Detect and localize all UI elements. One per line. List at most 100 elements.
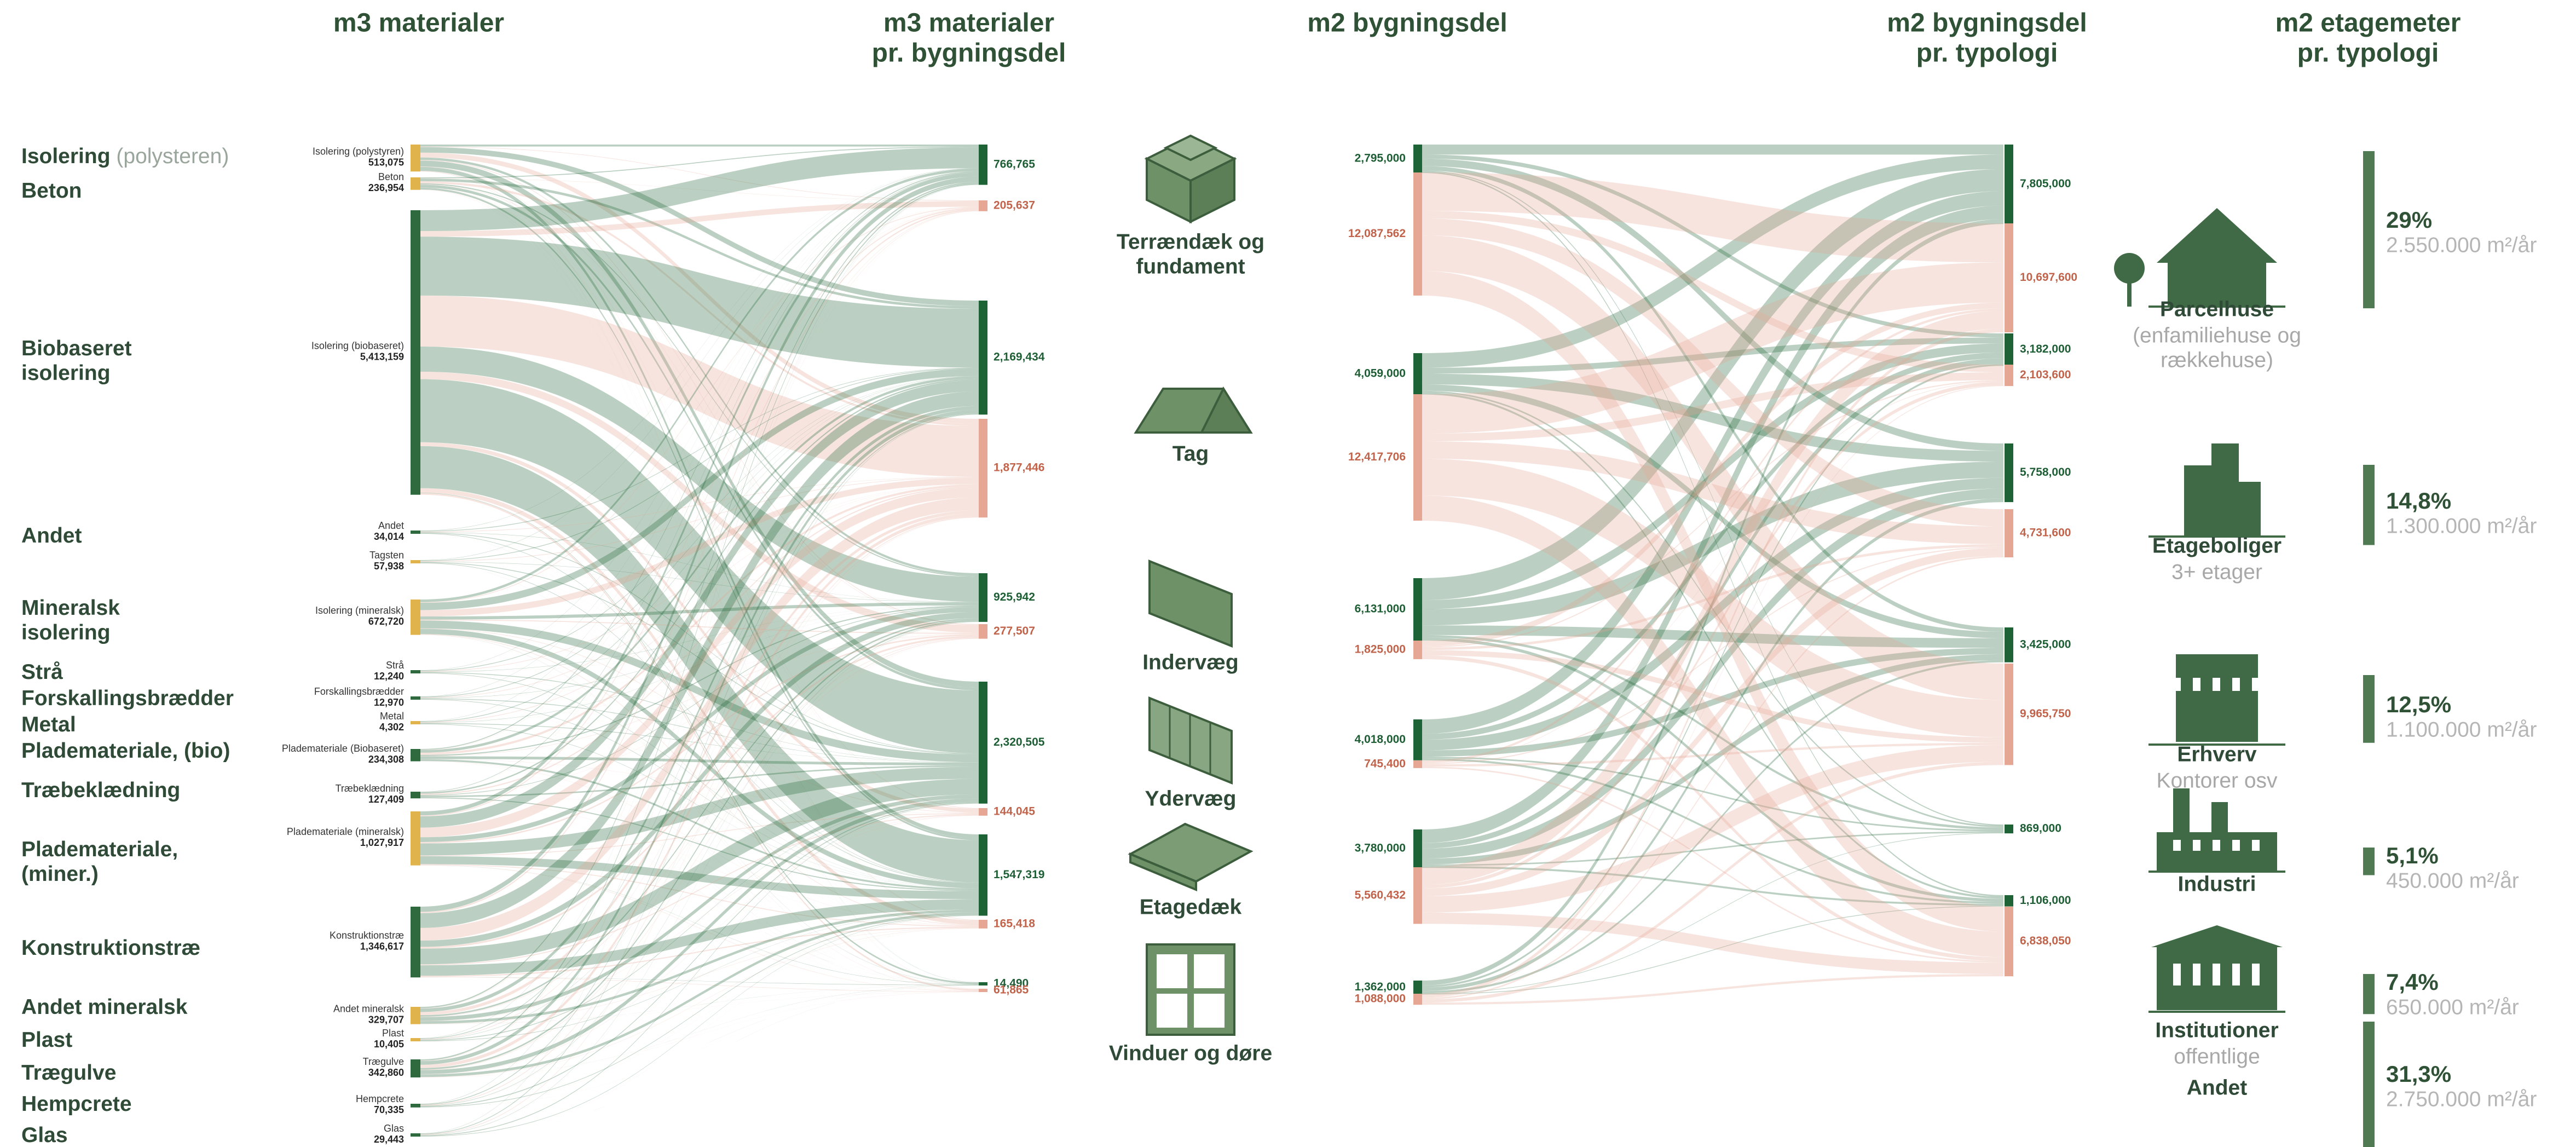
node-value: 6,838,050 bbox=[2020, 935, 2071, 947]
flow bbox=[420, 636, 979, 949]
node-bar bbox=[1413, 578, 1422, 641]
material-value: 34,014 bbox=[374, 531, 404, 542]
flow bbox=[420, 208, 979, 697]
flow bbox=[420, 618, 979, 1017]
typology-name: Industri bbox=[2178, 872, 2256, 896]
material-value: 127,409 bbox=[368, 794, 404, 805]
flow bbox=[420, 977, 979, 992]
flow bbox=[420, 147, 979, 232]
flow bbox=[420, 672, 979, 889]
material-bar bbox=[411, 696, 420, 700]
flow bbox=[420, 620, 979, 1040]
typology-icon bbox=[2173, 964, 2181, 985]
flow bbox=[420, 699, 979, 814]
flow bbox=[420, 629, 979, 889]
column-header: m2 bygningsdel bbox=[1307, 9, 1507, 38]
node-value: 6,131,000 bbox=[1355, 603, 1406, 615]
share-label: 14,8% bbox=[2386, 488, 2451, 514]
flow bbox=[420, 620, 979, 1070]
material-name: Isolering (polystyren) bbox=[313, 146, 404, 157]
flow bbox=[420, 189, 979, 989]
node-bar bbox=[979, 989, 987, 992]
material-value: 10,405 bbox=[374, 1039, 404, 1050]
flow bbox=[420, 759, 979, 814]
node-bar bbox=[979, 982, 987, 985]
flow bbox=[1422, 205, 2003, 843]
material-value: 5,413,159 bbox=[360, 351, 404, 362]
flow bbox=[420, 673, 979, 984]
typology-icon bbox=[2193, 964, 2200, 985]
label-text: Beton bbox=[21, 179, 82, 203]
flow bbox=[420, 798, 979, 1074]
material-group-label: Andet mineralsk bbox=[21, 995, 188, 1019]
typology-icon bbox=[2173, 788, 2190, 835]
building-part-label: fundament bbox=[1136, 255, 1245, 278]
node-bar bbox=[1413, 145, 1422, 173]
material-name: Konstruktionstræ bbox=[330, 930, 404, 941]
flow bbox=[1422, 191, 2003, 734]
flow bbox=[420, 532, 979, 633]
flow bbox=[1422, 912, 2003, 975]
label-text: Isolering bbox=[21, 145, 111, 168]
flow bbox=[420, 672, 979, 763]
flow bbox=[420, 206, 979, 561]
material-name: Tagsten bbox=[369, 550, 404, 561]
flow bbox=[420, 815, 979, 1041]
label-text: Konstruktionstræ bbox=[21, 936, 200, 960]
flow bbox=[1422, 650, 2003, 743]
flow bbox=[420, 172, 979, 792]
node-value: 9,965,750 bbox=[2020, 707, 2071, 720]
flow bbox=[420, 533, 979, 991]
flow bbox=[1422, 757, 2003, 832]
node-value: 1,547,319 bbox=[994, 868, 1044, 881]
node-value: 205,637 bbox=[994, 199, 1035, 211]
label-note: (polysteren) bbox=[116, 145, 229, 168]
flow bbox=[420, 160, 979, 688]
flow bbox=[420, 487, 979, 838]
flow bbox=[1422, 498, 2003, 992]
typology-name: Erhverv bbox=[2177, 742, 2257, 766]
material-bar bbox=[411, 1038, 420, 1041]
material-group-label: Træbeklædning bbox=[21, 779, 180, 802]
label-text: isolering bbox=[21, 621, 111, 644]
flow bbox=[420, 410, 979, 1065]
material-group-label: Konstruktionstræ bbox=[21, 936, 200, 960]
flow bbox=[420, 187, 979, 840]
part-icon bbox=[1194, 994, 1225, 1028]
node-bar bbox=[1413, 394, 1422, 521]
flow bbox=[420, 621, 979, 1136]
flow bbox=[1422, 637, 2003, 902]
material-value: 4,302 bbox=[379, 722, 404, 733]
flow bbox=[420, 766, 979, 856]
flow bbox=[420, 563, 979, 991]
material-bar bbox=[411, 749, 420, 762]
flow bbox=[420, 612, 979, 947]
node-value: 2,103,600 bbox=[2020, 368, 2071, 381]
flow bbox=[420, 208, 979, 751]
part-icon bbox=[1148, 560, 1233, 648]
share-bar bbox=[2363, 1022, 2375, 1147]
share-bar bbox=[2363, 974, 2375, 1015]
flow bbox=[420, 815, 979, 1075]
material-name: Trægulve bbox=[363, 1056, 404, 1067]
material-name: Glas bbox=[384, 1123, 404, 1134]
flow bbox=[1422, 625, 2003, 648]
flow bbox=[420, 477, 979, 562]
label-text: Glas bbox=[21, 1123, 68, 1147]
material-bar bbox=[411, 721, 420, 724]
flow bbox=[1422, 381, 2003, 764]
flow bbox=[420, 532, 979, 602]
node-value: 5,560,432 bbox=[1355, 889, 1406, 901]
flow bbox=[420, 184, 979, 1104]
flow bbox=[420, 985, 979, 1137]
flow bbox=[1422, 477, 2003, 751]
flow bbox=[420, 379, 979, 754]
material-group-label: Biobaseret bbox=[21, 337, 132, 360]
node-bar bbox=[1413, 641, 1422, 659]
column-header: pr. typologi bbox=[2297, 39, 2439, 68]
flow bbox=[420, 533, 979, 883]
share-bar bbox=[2363, 151, 2375, 309]
flow bbox=[420, 912, 979, 1041]
flow bbox=[420, 176, 979, 912]
